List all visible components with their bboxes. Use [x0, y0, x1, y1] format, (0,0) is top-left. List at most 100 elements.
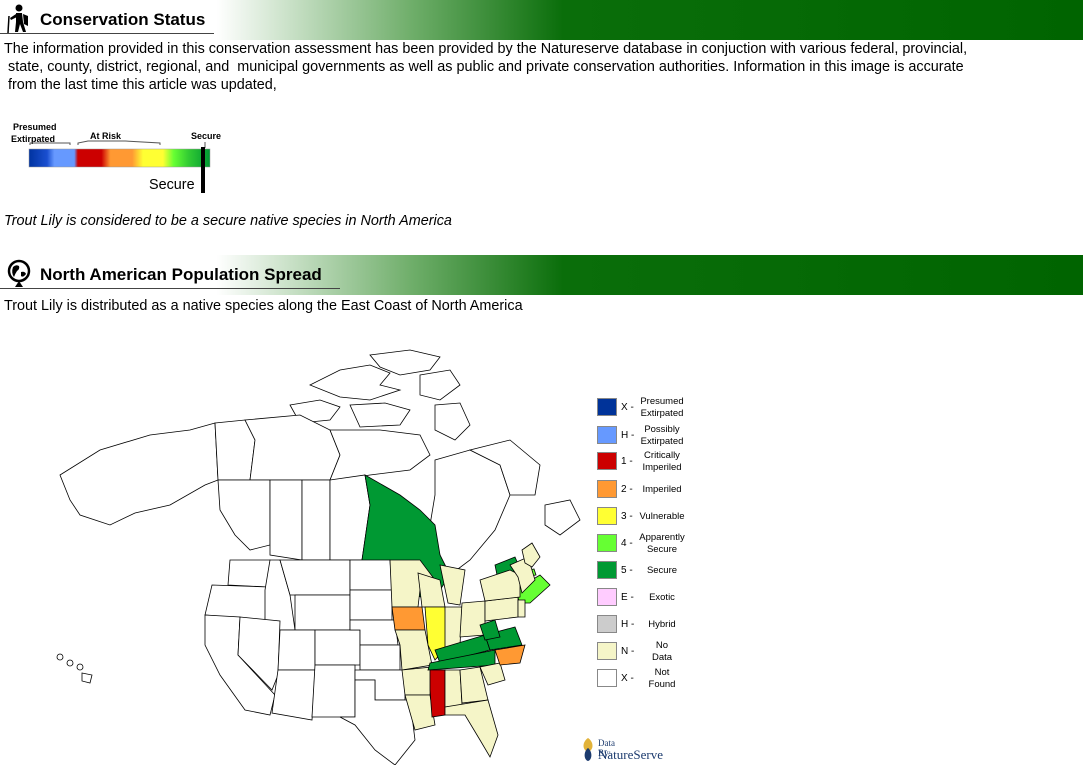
status-color-bar — [28, 147, 211, 193]
legend-label-line: Imperiled — [642, 484, 682, 495]
map-region-missouri — [394, 629, 433, 671]
map-region-ohio — [459, 600, 486, 638]
map-region-arizona — [271, 669, 316, 721]
map-region-labrador — [468, 439, 541, 496]
title-underline — [0, 33, 214, 34]
map-region-bc — [217, 479, 271, 551]
legend-label: Possibly Extirpated — [637, 424, 687, 448]
legend-item: 4 - Apparently Secure — [597, 532, 697, 555]
legend-label: No Data — [637, 640, 687, 664]
map-region-south-dakota — [349, 589, 393, 621]
legend-label: Secure — [637, 565, 687, 577]
legend-label-line: Secure — [646, 544, 678, 555]
legend-label-line: Found — [648, 679, 676, 690]
map-region — [369, 349, 441, 376]
legend-code: 5 - — [621, 565, 633, 576]
logo-big-text: NatureServe — [598, 747, 663, 762]
map-region-florida — [444, 699, 499, 758]
legend-swatch — [597, 452, 617, 470]
legend-swatch — [597, 615, 617, 633]
legend-swatch — [597, 507, 617, 525]
legend-item: E - Exotic — [597, 586, 697, 608]
title-underline — [0, 288, 340, 289]
legend-item: X - Presumed Extirpated — [597, 396, 697, 420]
legend-swatch — [597, 588, 617, 606]
map-region-maine — [521, 542, 541, 568]
legend-item: 1 - Critically Imperiled — [597, 450, 697, 474]
legend-item: 3 - Vulnerable — [597, 505, 697, 527]
map-region-utah — [277, 629, 316, 671]
legend-label-line: Possibly — [644, 424, 680, 435]
legend-swatch — [597, 426, 617, 444]
map-region-michigan — [439, 564, 466, 606]
map-region — [419, 369, 461, 401]
legend-item: H - Possibly Extirpated — [597, 424, 697, 448]
map-region-alabama — [444, 669, 463, 708]
map-region-west-virginia — [479, 619, 501, 641]
paragraph-line: The information provided in this conserv… — [4, 41, 968, 57]
legend-code: H - — [621, 619, 635, 630]
map-region-louisiana — [404, 694, 436, 731]
legend-item: 5 - Secure — [597, 559, 697, 581]
status-indicator-label: Secure — [149, 177, 195, 193]
map-region-quebec — [429, 449, 511, 576]
population-spread-banner: North American Population Spread — [0, 255, 1083, 295]
legend-code: X - — [621, 402, 634, 413]
legend-code: 1 - — [621, 456, 633, 467]
scale-label-secure-top: Secure — [191, 131, 222, 141]
logo-small-text: Data By: — [598, 738, 615, 758]
legend-label: Vulnerable — [637, 511, 687, 523]
map-region-newfoundland — [544, 499, 581, 536]
map-region-alaska — [59, 422, 219, 526]
map-region-kansas — [359, 644, 401, 671]
map-region — [309, 364, 402, 401]
legend-label-line: Hybrid — [648, 619, 676, 630]
map-region — [434, 402, 471, 441]
butterfly-icon — [583, 738, 593, 761]
status-scale: Presumed Extirpated At Risk Secure — [0, 118, 240, 198]
legend-label-line: Presumed — [640, 396, 684, 407]
north-america-map — [56, 349, 581, 765]
scale-label-presumed: Presumed — [13, 122, 57, 132]
legend-label-line: Data — [651, 652, 673, 663]
legend-label: Hybrid — [637, 619, 687, 631]
legend-label-line: Apparently — [639, 532, 685, 543]
map-region-colorado — [314, 629, 361, 666]
legend-label-line: Exotic — [649, 592, 675, 603]
map-region-north-dakota — [349, 559, 393, 591]
map-region-washington — [227, 559, 271, 588]
legend-label-line: Not — [654, 667, 670, 678]
paragraph-line: from the last time this article was upda… — [4, 77, 277, 93]
legend-label: Imperiled — [637, 484, 687, 496]
legend-code: X - — [621, 673, 634, 684]
map-region — [349, 402, 411, 428]
section-title-population: North American Population Spread — [40, 265, 322, 284]
map-region-hawaii — [76, 663, 84, 671]
map-region-wyoming — [294, 594, 351, 631]
legend-swatch — [597, 561, 617, 579]
legend-label-line: Imperiled — [642, 462, 682, 473]
legend-label-line: Extirpated — [640, 408, 684, 419]
legend-label: Presumed Extirpated — [637, 396, 687, 420]
map-region-south-carolina — [479, 662, 506, 686]
legend-swatch — [597, 398, 617, 416]
scale-label-at-risk: At Risk — [90, 131, 122, 141]
map-region-iowa — [391, 606, 426, 631]
legend-item: 2 - Imperiled — [597, 478, 697, 500]
hiker-icon — [7, 4, 28, 34]
legend-label-line: Vulnerable — [639, 511, 685, 522]
map-region-texas — [339, 679, 416, 765]
legend-label-line: No — [655, 640, 669, 651]
map-region-arkansas — [401, 666, 433, 696]
map-region-nevada — [237, 616, 281, 691]
population-paragraph: Trout Lily is distributed as a native sp… — [4, 298, 523, 314]
map-region-north-carolina — [494, 644, 526, 666]
legend-code: H - — [621, 430, 635, 441]
legend-label: Critically Imperiled — [637, 450, 687, 474]
legend-swatch — [597, 642, 617, 660]
legend-label-line: Extirpated — [640, 436, 684, 447]
legend-label-line: Critically — [644, 450, 680, 461]
legend-swatch — [597, 669, 617, 687]
legend-code: N - — [621, 646, 635, 657]
map-region-saskatchewan — [301, 479, 331, 561]
